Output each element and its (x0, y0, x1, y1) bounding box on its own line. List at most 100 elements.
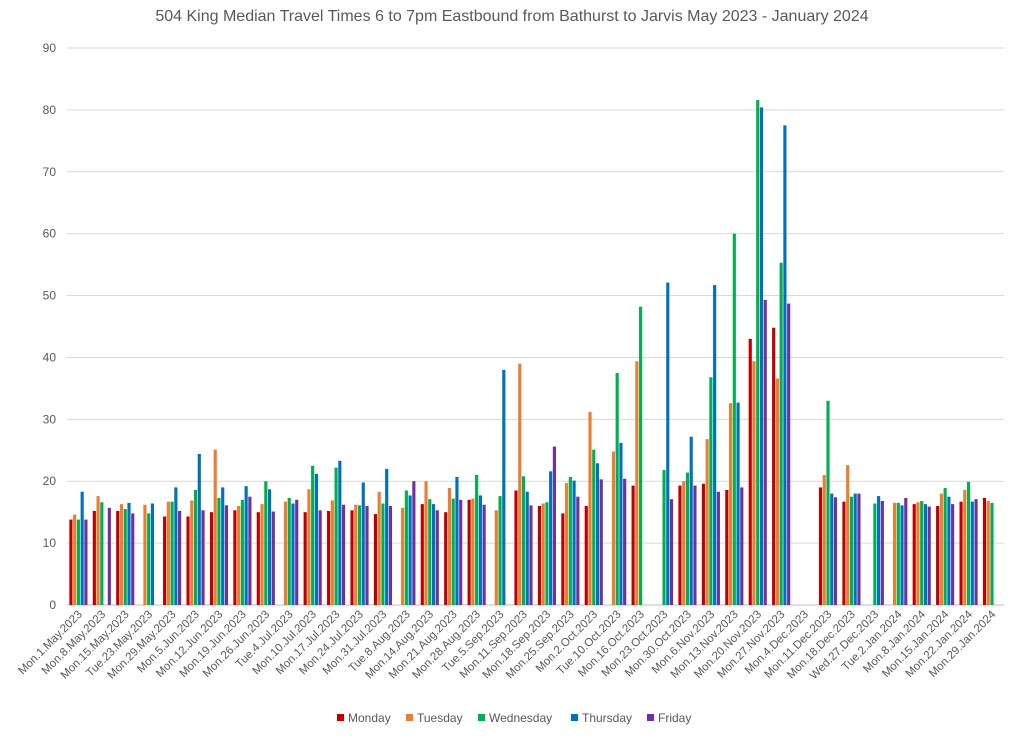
bar-wednesday: Wednesday Mon.20.Nov.2023: 81.6 (756, 99, 760, 605)
y-tick-label: 20 (43, 474, 57, 488)
legend-swatch-wednesday (478, 714, 485, 721)
bar-thursday: Thursday Mon.12.Jun.2023: 19 (221, 487, 225, 605)
bar-monday: Monday Mon.8.Jan.2024: 16.3 (912, 504, 916, 605)
bar-tuesday: Tuesday Mon.5.Jun.2023: 16.9 (190, 500, 194, 605)
bar-wednesday: Wednesday Mon.18.Dec.2023: 17.5 (849, 496, 854, 605)
bar-monday: Monday Mon.21.Aug.2023: 15 (444, 512, 448, 605)
bar-monday: Monday Mon.8.May.2023: 15.2 (92, 510, 96, 605)
legend-swatch-tuesday (406, 714, 413, 721)
bar-tuesday: Tuesday Mon.19.Jun.2023: 16 (237, 505, 241, 605)
bar-tuesday: Tuesday Mon.14.Aug.2023: 20 (424, 481, 428, 605)
bar-tuesday: Tuesday Mon.6.Nov.2023: 26.8 (705, 439, 709, 605)
bar-thursday: Thursday Mon.31.Jul.2023: 22 (385, 468, 389, 605)
bar-monday: Monday Mon.6.Nov.2023: 19.6 (701, 483, 705, 605)
bar-friday: Friday Mon.11.Sep.2023: 16.1 (529, 505, 533, 605)
bar-monday: Monday Mon.30.Oct.2023: 19.3 (678, 485, 682, 605)
bar-tuesday: Tuesday Mon.15.Jan.2024: 18 (939, 493, 943, 605)
bar-thursday: Thursday Mon.24.Jul.2023: 19.8 (361, 482, 365, 605)
bar-thursday: Thursday Tue.23.May.2023: 16.4 (150, 503, 155, 605)
bar-wednesday: Wednesday Tue.23.May.2023: 14.8 (147, 513, 151, 605)
bar-tuesday: Tuesday Mon.30.Oct.2023: 20 (682, 481, 686, 605)
bar-thursday: Thursday Mon.26.Jun.2023: 18.7 (267, 489, 272, 605)
y-tick-label: 0 (49, 598, 56, 612)
bar-friday: Friday Mon.15.Jan.2024: 16.3 (951, 504, 955, 605)
legend-label-thursday: Thursday (582, 711, 632, 725)
bar-wednesday: Wednesday Mon.27.Nov.2023: 55.3 (779, 262, 783, 605)
bar-friday: Friday Mon.11.Dec.2023: 17.4 (833, 497, 838, 605)
bar-friday: Friday Tue.4.Jul.2023: 17 (295, 499, 299, 605)
bar-friday: Friday Mon.5.Jun.2023: 15.3 (201, 510, 205, 605)
bar-wednesday: Wednesday Mon.11.Sep.2023: 20.8 (521, 476, 526, 605)
bar-monday: Monday Mon.15.May.2023: 15.2 (116, 510, 120, 605)
bar-wednesday: Wednesday Mon.23.Oct.2023: 21.8 (662, 470, 666, 605)
bar-thursday: Thursday Mon.11.Dec.2023: 18 (830, 493, 834, 605)
bar-thursday: Thursday Tue.8.Aug.2023: 17.7 (408, 495, 412, 605)
bar-wednesday: Wednesday Mon.6.Nov.2023: 36.8 (709, 377, 713, 605)
bar-friday: Friday Mon.6.Nov.2023: 18.3 (716, 491, 720, 605)
bar-wednesday: Wednesday Mon.17.Jul.2023: 22.2 (334, 467, 338, 605)
bar-wednesday: Wednesday Tue.4.Jul.2023: 17.3 (287, 497, 291, 605)
bar-thursday: Thursday Mon.10.Jul.2023: 21.2 (314, 473, 318, 605)
bar-thursday: Thursday Mon.18.Sep.2023: 21.6 (549, 471, 553, 605)
bar-thursday: Thursday Mon.19.Jun.2023: 19.2 (244, 486, 248, 605)
bar-wednesday: Wednesday Mon.11.Dec.2023: 33 (826, 400, 830, 605)
bar-friday: Friday Mon.22.Jan.2024: 17.1 (974, 499, 978, 605)
bar-thursday: Thursday Mon.5.Jun.2023: 24.4 (197, 453, 201, 605)
bar-thursday: Thursday Mon.15.May.2023: 16.5 (127, 502, 131, 605)
bar-wednesday: Wednesday Mon.30.Oct.2023: 21.4 (685, 472, 690, 605)
bar-wednesday: Wednesday Mon.13.Nov.2023: 60 (732, 233, 736, 605)
bar-wednesday: Wednesday Mon.25.Sep.2023: 20.7 (568, 476, 572, 605)
y-tick-label: 60 (43, 227, 57, 241)
bar-tuesday: Tuesday Mon.25.Sep.2023: 19.7 (565, 483, 569, 605)
gridlines (67, 47, 1004, 606)
bar-friday: Friday Mon.18.Dec.2023: 18 (857, 493, 861, 605)
bar-tuesday: Tuesday Mon.18.Sep.2023: 16.4 (541, 503, 545, 605)
bar-tuesday: Tuesday Tue.2.Jan.2024: 16.5 (892, 502, 897, 605)
bar-monday: Monday Mon.18.Dec.2023: 16.7 (842, 501, 846, 605)
y-tick-label: 50 (43, 289, 57, 303)
bar-tuesday: Tuesday Tue.4.Jul.2023: 16.7 (283, 501, 288, 605)
bar-wednesday: Wednesday Tue.5.Sep.2023: 17.6 (498, 496, 502, 605)
y-tick-label: 30 (43, 412, 57, 426)
bar-tuesday: Tuesday Mon.8.Jan.2024: 16.6 (916, 502, 920, 605)
bar-wednesday: Wednesday Tue.2.Jan.2024: 16.5 (896, 502, 900, 605)
bar-thursday: Thursday Tue.4.Jul.2023: 16.4 (291, 503, 295, 605)
bar-thursday: Thursday Mon.29.May.2023: 19 (174, 487, 178, 605)
bar-monday: Monday Mon.29.Jan.2024: 17.3 (982, 497, 987, 605)
bar-friday: Friday Tue.8.Aug.2023: 20 (412, 481, 416, 605)
bar-friday: Friday Mon.25.Sep.2023: 17.5 (576, 496, 580, 605)
bar-tuesday: Tuesday Mon.31.Jul.2023: 18.3 (377, 491, 381, 605)
bar-monday: Monday Mon.31.Jul.2023: 14.7 (373, 514, 378, 605)
bar-monday: Monday Mon.20.Nov.2023: 43 (748, 338, 752, 605)
bar-thursday: Thursday Mon.1.May.2023: 18.3 (80, 491, 84, 605)
bar-tuesday: Tuesday Tue.8.Aug.2023: 15.7 (401, 507, 405, 605)
bar-monday: Monday Mon.22.Jan.2024: 16.7 (959, 501, 963, 605)
bar-monday: Monday Mon.19.Jun.2023: 15.3 (233, 510, 237, 605)
bar-tuesday: Tuesday Mon.22.Jan.2024: 18.6 (963, 489, 967, 605)
bar-thursday: Thursday Mon.6.Nov.2023: 51.7 (713, 285, 717, 605)
bar-friday: Friday Mon.28.Aug.2023: 16.2 (482, 504, 486, 605)
bar-friday: Friday Mon.14.Aug.2023: 15.3 (435, 510, 439, 605)
bar-wednesday: Wednesday Mon.8.May.2023: 16.6 (100, 502, 104, 605)
bar-friday: Friday Tue.10.Oct.2023: 20.4 (623, 478, 627, 605)
bar-friday: Friday Mon.27.Nov.2023: 48.7 (787, 303, 791, 605)
bar-friday: Friday Mon.19.Jun.2023: 17.5 (248, 496, 252, 605)
bar-thursday: Thursday Mon.11.Sep.2023: 18.3 (525, 491, 529, 605)
bar-friday: Friday Mon.29.May.2023: 15.2 (178, 510, 182, 605)
bar-thursday: Thursday Mon.30.Oct.2023: 27.2 (689, 436, 693, 605)
bar-tuesday: Tuesday Mon.17.Jul.2023: 16.9 (330, 500, 334, 605)
bar-wednesday: Wednesday Mon.19.Jun.2023: 17 (240, 499, 244, 605)
bar-friday: Friday Tue.2.Jan.2024: 17.3 (904, 497, 908, 605)
bar-tuesday: Tuesday Tue.10.Oct.2023: 24.8 (611, 451, 616, 605)
bar-tuesday: Tuesday Mon.13.Nov.2023: 32.6 (728, 403, 733, 605)
y-tick-label: 90 (43, 41, 57, 55)
legend-swatch-friday (647, 714, 654, 721)
bar-monday: Monday Mon.17.Jul.2023: 15.2 (327, 510, 331, 605)
bar-friday: Friday Mon.10.Jul.2023: 15.3 (318, 510, 322, 605)
bar-friday: Friday Mon.23.Oct.2023: 17.1 (669, 499, 674, 605)
bar-tuesday: Tuesday Mon.8.May.2023: 17.6 (96, 496, 100, 605)
bar-monday: Monday Mon.16.Oct.2023: 19.3 (631, 485, 635, 605)
bar-friday: Friday Mon.18.Sep.2023: 25.6 (552, 446, 556, 605)
bar-tuesday: Tuesday Mon.11.Dec.2023: 21 (822, 475, 826, 605)
